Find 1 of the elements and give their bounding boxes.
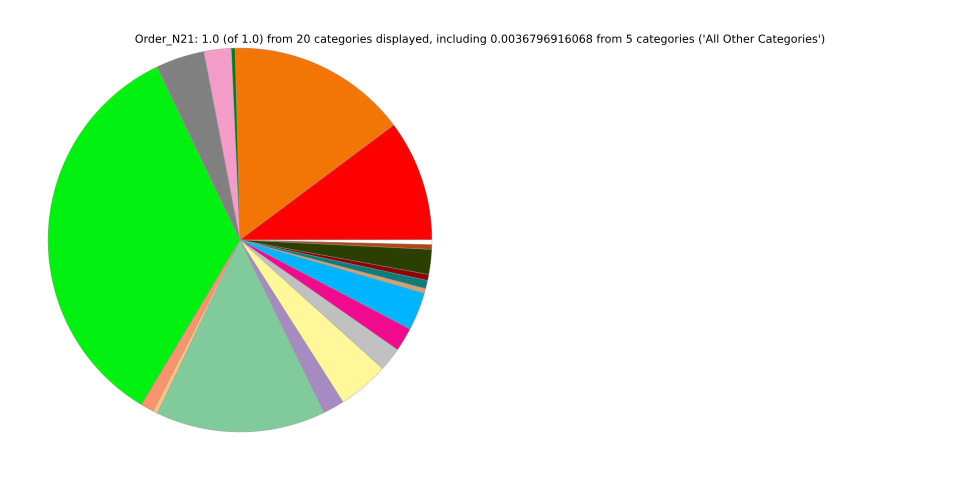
- text: Order_N21: 1.0 (of 1.0) from 20 categories displayed, including 0.0036796916068 from 5 categories ('All Other Categories'): [135, 34, 824, 46]
